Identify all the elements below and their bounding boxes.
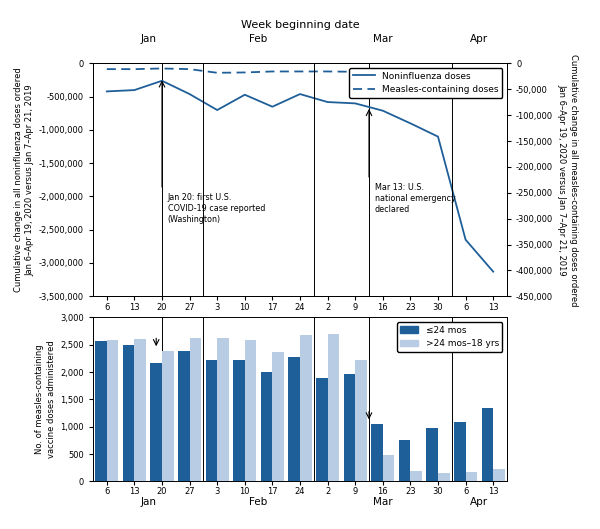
Bar (190, 338, 201, 481)
Text: Mar 13: U.S.
national emergency
declared: Mar 13: U.S. national emergency declared (374, 183, 455, 214)
Bar (151, 363, 162, 481)
Bar (493, 469, 505, 481)
Y-axis label: Cumulative change in all measles-containing doses ordered
Jan 6–Apr 19, 2020 ver: Cumulative change in all measles-contain… (557, 53, 578, 306)
Bar (427, 428, 438, 481)
Bar (328, 334, 339, 481)
Bar (316, 378, 328, 481)
Bar (261, 371, 272, 481)
Bar (344, 374, 355, 481)
Bar (123, 345, 134, 481)
Bar (162, 351, 173, 481)
Bar (272, 352, 284, 481)
Text: Jan 20: first U.S.
COVID-19 case reported
(Washington): Jan 20: first U.S. COVID-19 case reporte… (167, 193, 265, 224)
Bar (134, 339, 146, 481)
Bar (383, 454, 394, 481)
Bar (410, 471, 422, 481)
Bar (399, 440, 410, 481)
Legend: Noninfluenza doses, Measles-containing doses: Noninfluenza doses, Measles-containing d… (349, 68, 502, 98)
Y-axis label: No. of measles-containing
vaccine doses administered: No. of measles-containing vaccine doses … (35, 341, 56, 458)
Bar (355, 360, 367, 481)
Bar (245, 340, 256, 481)
Bar (371, 424, 383, 481)
Legend: ≤24 mos, >24 mos–18 yrs: ≤24 mos, >24 mos–18 yrs (397, 322, 502, 352)
Bar (300, 335, 311, 481)
Bar (454, 422, 466, 481)
X-axis label: Week beginning date: Week beginning date (241, 21, 359, 31)
Bar (178, 351, 190, 481)
Bar (438, 473, 449, 481)
Bar (107, 340, 118, 481)
Bar (206, 360, 217, 481)
Bar (95, 341, 107, 481)
Y-axis label: Cumulative change in all noninfluenza doses ordered
Jan 6–Apr 19, 2020 versus Ja: Cumulative change in all noninfluenza do… (14, 68, 35, 292)
Bar (466, 472, 477, 481)
Bar (233, 360, 245, 481)
Bar (289, 357, 300, 481)
Bar (217, 338, 229, 481)
Bar (482, 408, 493, 481)
